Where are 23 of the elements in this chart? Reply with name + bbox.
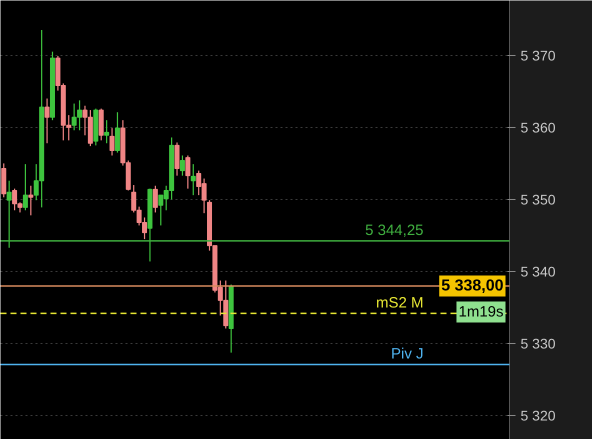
y-tick-label: 5 330: [520, 336, 556, 352]
ref-line-label: Piv J: [390, 346, 424, 363]
annotation: 1m19s: [458, 303, 504, 320]
annotation: 5 338,00: [441, 277, 504, 294]
candlestick: [185, 154, 190, 190]
candlestick: [44, 98, 50, 144]
y-tick-label: 5 340: [520, 264, 556, 280]
y-tick-label: 5 320: [520, 408, 556, 424]
candlestick: [152, 185, 158, 214]
ref-line-label: 5 344,25: [365, 222, 424, 239]
candlestick: [6, 180, 12, 248]
ref-line-label: mS2 M: [376, 294, 424, 312]
candlestick: [180, 154, 185, 176]
candlestick: [22, 164, 28, 211]
candlestick: [190, 164, 196, 196]
y-tick-label: 5 350: [520, 191, 556, 208]
candlestick: [174, 142, 180, 176]
candlestick: [114, 112, 120, 154]
candlestick: [28, 185, 34, 216]
candlestick: [104, 120, 110, 144]
candlestick: [110, 127, 115, 156]
y-tick-label: 5 360: [520, 119, 556, 136]
y-tick-label: 5 370: [520, 47, 556, 64]
